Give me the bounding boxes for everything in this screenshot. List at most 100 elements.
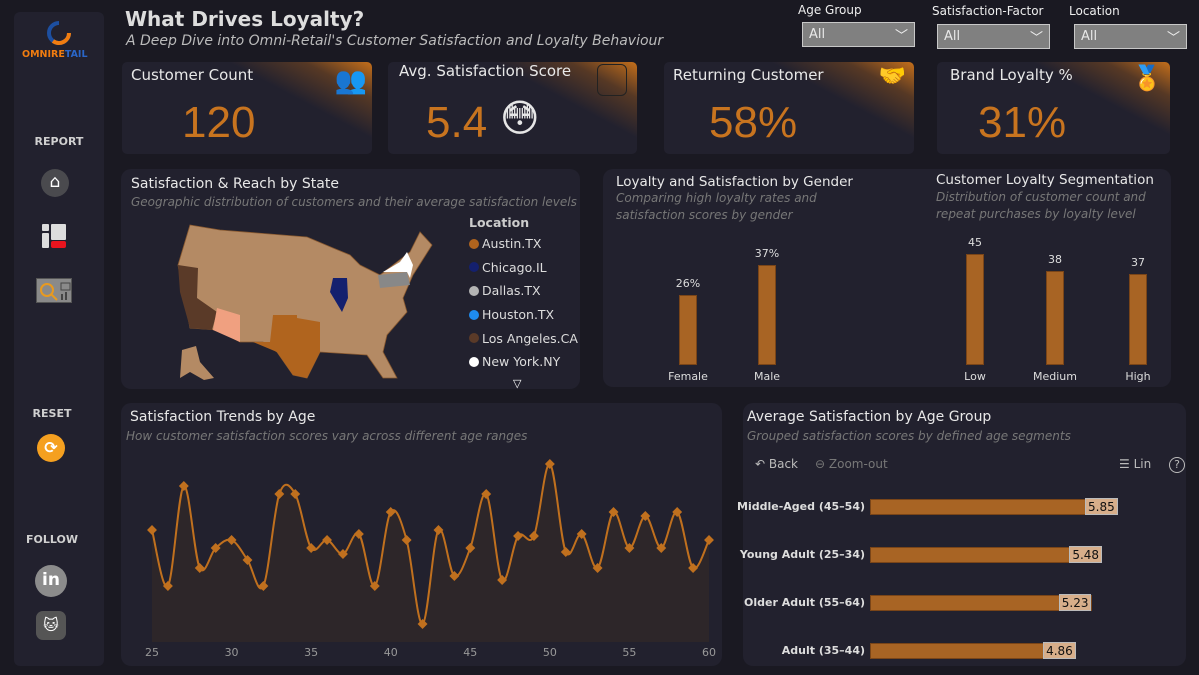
bar[interactable] — [870, 547, 1103, 563]
trend-point — [544, 459, 555, 469]
legend-item[interactable]: Houston.TX — [469, 303, 578, 327]
age-group-filter-label: Age Group — [798, 3, 862, 17]
legend-item[interactable]: Dallas.TX — [469, 279, 578, 303]
trend-point — [433, 525, 444, 535]
zoom-out-label: Zoom-out — [828, 457, 888, 471]
trend-chart-title: Satisfaction Trends by Age — [130, 409, 316, 425]
trend-point — [624, 543, 635, 553]
location-dropdown[interactable]: All ﹀ — [1074, 24, 1187, 49]
trend-point — [178, 481, 189, 491]
legend-dot — [469, 309, 479, 320]
satisfaction-factor-filter-label: Satisfaction-Factor — [932, 4, 1044, 18]
map-state-ny — [383, 252, 413, 278]
linkedin-icon[interactable]: in — [35, 565, 67, 597]
legend-dot — [469, 356, 479, 367]
legend-label: Austin.TX — [482, 236, 542, 252]
bar[interactable] — [1046, 271, 1064, 365]
trend-point — [210, 543, 221, 553]
trend-point — [290, 489, 301, 499]
chevron-down-icon: ﹀ — [1166, 31, 1180, 46]
zoom-out-button[interactable]: ⊖ Zoom-out — [815, 457, 888, 471]
x-tick-label: 55 — [622, 646, 637, 659]
map-state-pa — [378, 272, 410, 288]
trend-point — [306, 543, 317, 553]
x-tick-label: Low — [964, 370, 986, 383]
bar-data-label: 5.85 — [1085, 498, 1118, 515]
age-group-dropdown[interactable]: All ﹀ — [802, 22, 915, 47]
back-label: Back — [768, 457, 799, 471]
kpi-customer-count: Customer Count 120 👥 — [122, 62, 372, 154]
legend-item[interactable]: Austin.TX — [469, 232, 578, 256]
trend-point — [162, 581, 173, 591]
kpi-title: Returning Customer — [673, 66, 824, 84]
legend-label: Houston.TX — [482, 307, 555, 323]
trend-point — [465, 543, 476, 553]
page-title: What Drives Loyalty? — [125, 7, 365, 31]
reset-icon[interactable]: ⟳ — [37, 434, 65, 462]
bar[interactable] — [758, 265, 776, 365]
logo-text: OMNIRETAIL — [22, 49, 88, 60]
map-state-az — [213, 308, 240, 342]
bar-data-label: 4.86 — [1043, 642, 1076, 659]
flushed-face-icon: 😳 — [500, 96, 540, 140]
trend-point — [274, 489, 285, 499]
bar-data-label: 38 — [1048, 253, 1062, 267]
satisfaction-factor-dropdown[interactable]: All ﹀ — [937, 24, 1050, 49]
trend-point — [242, 555, 253, 565]
x-tick-label: 30 — [224, 646, 239, 659]
legend-scroll-down-icon[interactable]: ▽ — [513, 377, 522, 390]
github-icon[interactable]: 🐱 — [36, 611, 66, 640]
trend-point — [481, 489, 492, 499]
us-map[interactable] — [0, 0, 600, 400]
page-subtitle: A Deep Dive into Omni-Retail's Customer … — [126, 33, 664, 49]
trend-point — [688, 563, 699, 573]
bar[interactable] — [966, 253, 984, 365]
trend-chart-subtitle: How customer satisfaction scores vary ac… — [126, 429, 528, 443]
gender-segmentation-panel: Loyalty and Satisfaction by Gender Compa… — [603, 169, 1171, 387]
legend-dot — [469, 285, 479, 296]
bar-data-label: 37% — [754, 247, 780, 261]
bar[interactable] — [679, 295, 697, 365]
bar-data-label: 5.23 — [1058, 594, 1092, 611]
trend-point — [385, 507, 396, 517]
map-state-il — [330, 278, 348, 312]
handshake-icon: 🤝 — [878, 64, 906, 89]
back-button[interactable]: ↶ Back — [755, 457, 798, 471]
kpi-value: 31% — [978, 98, 1067, 147]
bar[interactable] — [1129, 273, 1147, 365]
trend-point — [417, 619, 428, 629]
legend-item[interactable]: Los Angeles.CA — [469, 326, 578, 350]
home-icon[interactable]: ⌂ — [41, 169, 69, 197]
trend-line-chart[interactable] — [0, 0, 730, 670]
customer-analysis-icon[interactable] — [36, 278, 72, 303]
dashboard-icon[interactable] — [41, 223, 67, 249]
kpi-title: Brand Loyalty % — [950, 66, 1073, 84]
lin-button[interactable]: ☰ Lin — [1119, 457, 1151, 471]
kpi-brand-loyalty: Brand Loyalty % 31% 🏅 — [937, 62, 1170, 154]
trend-point — [322, 535, 333, 545]
kpi-value: 5.4 — [426, 98, 488, 147]
gender-chart-subtitle: Comparing high loyalty rates and satisfa… — [616, 191, 817, 222]
x-tick-label: Female — [668, 370, 708, 383]
report-label: REPORT — [34, 135, 84, 148]
legend-label: Los Angeles.CA — [482, 330, 578, 346]
trend-line — [151, 462, 710, 626]
trend-point — [353, 529, 364, 539]
list-icon: ☰ — [1119, 457, 1134, 471]
trend-point — [640, 511, 651, 521]
trend-point — [656, 543, 667, 553]
lin-label: Lin — [1133, 457, 1152, 471]
map-alaska — [180, 346, 214, 380]
bar[interactable] — [870, 499, 1119, 515]
legend-label: Dallas.TX — [482, 283, 541, 299]
kpi-value: 58% — [709, 98, 798, 147]
age-group-panel: Average Satisfaction by Age Group Groupe… — [743, 403, 1186, 666]
age-group-value: All — [809, 27, 826, 42]
help-icon[interactable]: ? — [1169, 457, 1185, 473]
map-state-ca — [178, 265, 217, 330]
legend-item[interactable]: New York.NY — [469, 350, 578, 374]
x-tick-label: Medium — [1033, 370, 1077, 383]
legend-item[interactable]: Chicago.IL — [469, 256, 578, 280]
zoom-out-icon: ⊖ — [815, 457, 829, 471]
trend-point — [497, 575, 508, 585]
